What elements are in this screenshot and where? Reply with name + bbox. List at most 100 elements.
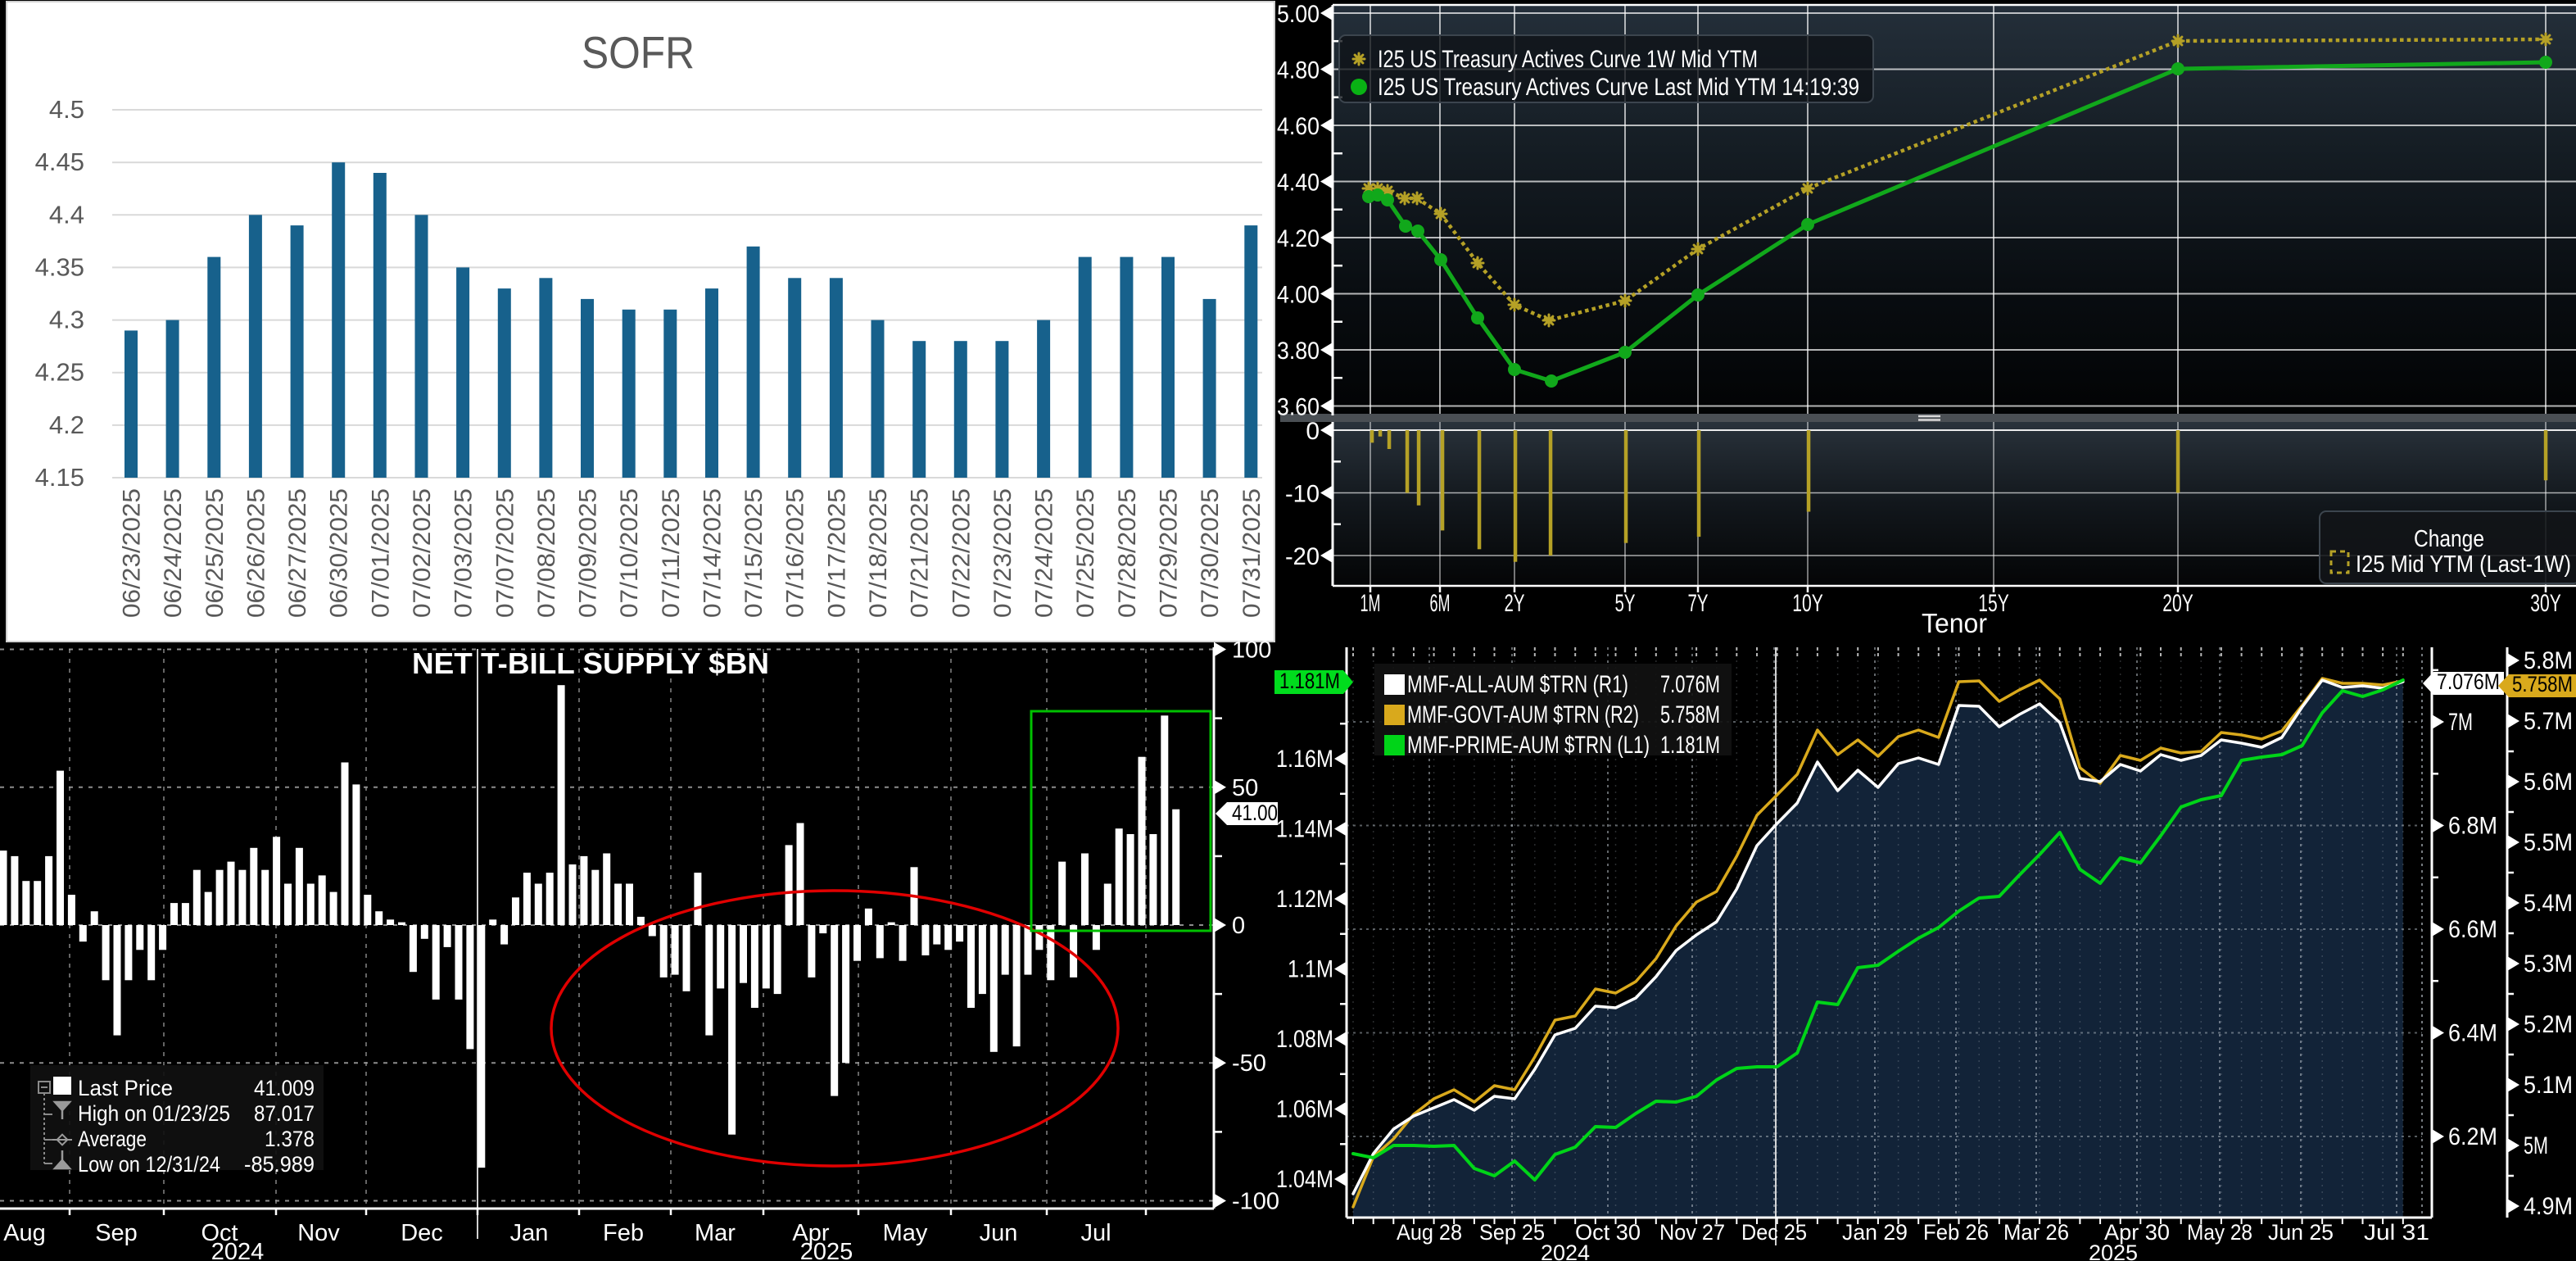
svg-text:07/17/2025: 07/17/2025: [823, 488, 850, 618]
svg-text:07/23/2025: 07/23/2025: [989, 488, 1016, 618]
svg-text:0: 0: [1306, 418, 1320, 445]
svg-text:2Y: 2Y: [1505, 590, 1525, 617]
svg-text:06/27/2025: 06/27/2025: [284, 488, 311, 618]
svg-text:15Y: 15Y: [1978, 590, 2009, 617]
svg-text:07/18/2025: 07/18/2025: [865, 488, 892, 618]
svg-text:Oct 30: Oct 30: [1575, 1220, 1641, 1245]
svg-text:06/25/2025: 06/25/2025: [201, 488, 229, 618]
svg-text:4.00: 4.00: [1277, 282, 1320, 309]
svg-text:I25 US Treasury Actives Curve: I25 US Treasury Actives Curve 1W Mid YTM: [1378, 46, 1758, 73]
svg-text:MMF-PRIME-AUM $TRN (L1): MMF-PRIME-AUM $TRN (L1): [1407, 732, 1650, 759]
svg-text:6.8M: 6.8M: [2448, 813, 2497, 840]
svg-text:Jul 31: Jul 31: [2364, 1220, 2429, 1245]
svg-text:20Y: 20Y: [2162, 590, 2193, 617]
svg-text:2025: 2025: [2089, 1241, 2138, 1261]
svg-text:07/01/2025: 07/01/2025: [367, 488, 394, 618]
svg-text:1.04M: 1.04M: [1276, 1166, 1333, 1193]
svg-text:6.2M: 6.2M: [2448, 1123, 2497, 1150]
svg-text:41.009: 41.009: [254, 1076, 315, 1100]
svg-text:Jan: Jan: [510, 1220, 549, 1246]
svg-text:87.017: 87.017: [254, 1101, 315, 1126]
svg-text:1M: 1M: [1360, 590, 1381, 617]
svg-text:5.8M: 5.8M: [2524, 647, 2573, 674]
svg-text:6.6M: 6.6M: [2448, 916, 2497, 943]
svg-text:10Y: 10Y: [1792, 590, 1823, 617]
svg-text:1.12M: 1.12M: [1276, 886, 1333, 913]
svg-text:May 28: May 28: [2187, 1220, 2252, 1245]
svg-text:1.1M: 1.1M: [1288, 956, 1333, 983]
svg-text:1.14M: 1.14M: [1276, 816, 1333, 843]
svg-text:06/26/2025: 06/26/2025: [242, 488, 269, 618]
svg-text:07/28/2025: 07/28/2025: [1114, 488, 1141, 618]
svg-text:3.80: 3.80: [1277, 338, 1320, 365]
svg-text:5.6M: 5.6M: [2524, 769, 2573, 796]
svg-text:Sep: Sep: [95, 1220, 138, 1246]
svg-text:2024: 2024: [211, 1239, 265, 1261]
svg-text:4.35: 4.35: [35, 252, 84, 281]
svg-text:I25 US Treasury Actives Curve: I25 US Treasury Actives Curve Last Mid Y…: [1378, 74, 1859, 101]
svg-text:4.45: 4.45: [35, 147, 84, 176]
svg-text:Average: Average: [78, 1127, 147, 1151]
svg-text:Nov 27: Nov 27: [1659, 1220, 1725, 1245]
svg-text:Oct: Oct: [201, 1220, 238, 1246]
svg-text:06/24/2025: 06/24/2025: [160, 488, 187, 618]
svg-text:Nov: Nov: [297, 1220, 340, 1246]
svg-text:5.4M: 5.4M: [2524, 890, 2573, 917]
svg-text:Apr: Apr: [792, 1220, 829, 1246]
svg-text:-100: -100: [1232, 1189, 1279, 1215]
svg-text:Aug: Aug: [3, 1220, 46, 1246]
svg-text:Change: Change: [2414, 526, 2484, 552]
svg-text:3.60: 3.60: [1277, 394, 1320, 421]
svg-text:7Y: 7Y: [1688, 590, 1709, 617]
svg-text:5.758M: 5.758M: [1660, 701, 1720, 728]
svg-text:5.5M: 5.5M: [2524, 829, 2573, 856]
svg-text:5M: 5M: [2524, 1132, 2548, 1159]
svg-text:-10: -10: [1285, 481, 1320, 508]
svg-text:4.4: 4.4: [49, 200, 84, 229]
svg-text:07/25/2025: 07/25/2025: [1072, 488, 1099, 618]
svg-text:4.80: 4.80: [1277, 57, 1320, 84]
svg-text:5.758M: 5.758M: [2512, 672, 2573, 696]
svg-text:4.9M: 4.9M: [2524, 1193, 2573, 1220]
svg-text:Apr 30: Apr 30: [2104, 1220, 2170, 1245]
svg-text:07/03/2025: 07/03/2025: [450, 488, 478, 618]
svg-text:1.06M: 1.06M: [1276, 1096, 1333, 1123]
svg-text:2024: 2024: [1541, 1241, 1590, 1261]
svg-text:5Y: 5Y: [1615, 590, 1636, 617]
svg-text:4.40: 4.40: [1277, 170, 1320, 197]
svg-text:0: 0: [1232, 913, 1245, 939]
svg-text:6M: 6M: [1430, 590, 1451, 617]
svg-text:07/22/2025: 07/22/2025: [948, 488, 975, 618]
svg-text:-50: -50: [1232, 1050, 1266, 1077]
svg-text:5.00: 5.00: [1277, 1, 1320, 28]
svg-text:4.5: 4.5: [49, 95, 84, 124]
svg-text:4.2: 4.2: [49, 411, 84, 439]
svg-text:7.076M: 7.076M: [2437, 669, 2500, 694]
svg-text:NET T-BILL SUPPLY $BN: NET T-BILL SUPPLY $BN: [412, 646, 769, 680]
svg-text:07/02/2025: 07/02/2025: [409, 488, 436, 618]
svg-text:06/23/2025: 06/23/2025: [119, 488, 146, 618]
svg-text:07/21/2025: 07/21/2025: [907, 488, 934, 618]
svg-text:SOFR: SOFR: [582, 27, 695, 78]
svg-text:07/29/2025: 07/29/2025: [1156, 488, 1183, 618]
svg-text:MMF-GOVT-AUM $TRN (R2): MMF-GOVT-AUM $TRN (R2): [1407, 701, 1639, 728]
svg-text:Feb: Feb: [603, 1220, 644, 1246]
svg-text:Jul: Jul: [1080, 1220, 1111, 1246]
svg-text:07/14/2025: 07/14/2025: [699, 488, 727, 618]
svg-text:-20: -20: [1285, 543, 1320, 570]
svg-text:07/15/2025: 07/15/2025: [740, 488, 767, 618]
svg-text:1.16M: 1.16M: [1276, 746, 1333, 773]
svg-text:1.08M: 1.08M: [1276, 1026, 1333, 1053]
svg-text:5.7M: 5.7M: [2524, 708, 2573, 735]
svg-text:-85.989: -85.989: [244, 1152, 315, 1177]
svg-text:Mar: Mar: [695, 1220, 736, 1246]
svg-text:Low on 12/31/24: Low on 12/31/24: [78, 1152, 220, 1177]
svg-text:5.1M: 5.1M: [2524, 1072, 2573, 1099]
svg-text:07/07/2025: 07/07/2025: [491, 488, 518, 618]
svg-text:Dec: Dec: [401, 1220, 443, 1246]
svg-text:1.181M: 1.181M: [1660, 732, 1720, 759]
svg-text:07/16/2025: 07/16/2025: [782, 488, 809, 618]
svg-text:Jun 25: Jun 25: [2268, 1220, 2334, 1245]
svg-text:5.2M: 5.2M: [2524, 1011, 2573, 1038]
svg-text:May: May: [883, 1220, 928, 1246]
